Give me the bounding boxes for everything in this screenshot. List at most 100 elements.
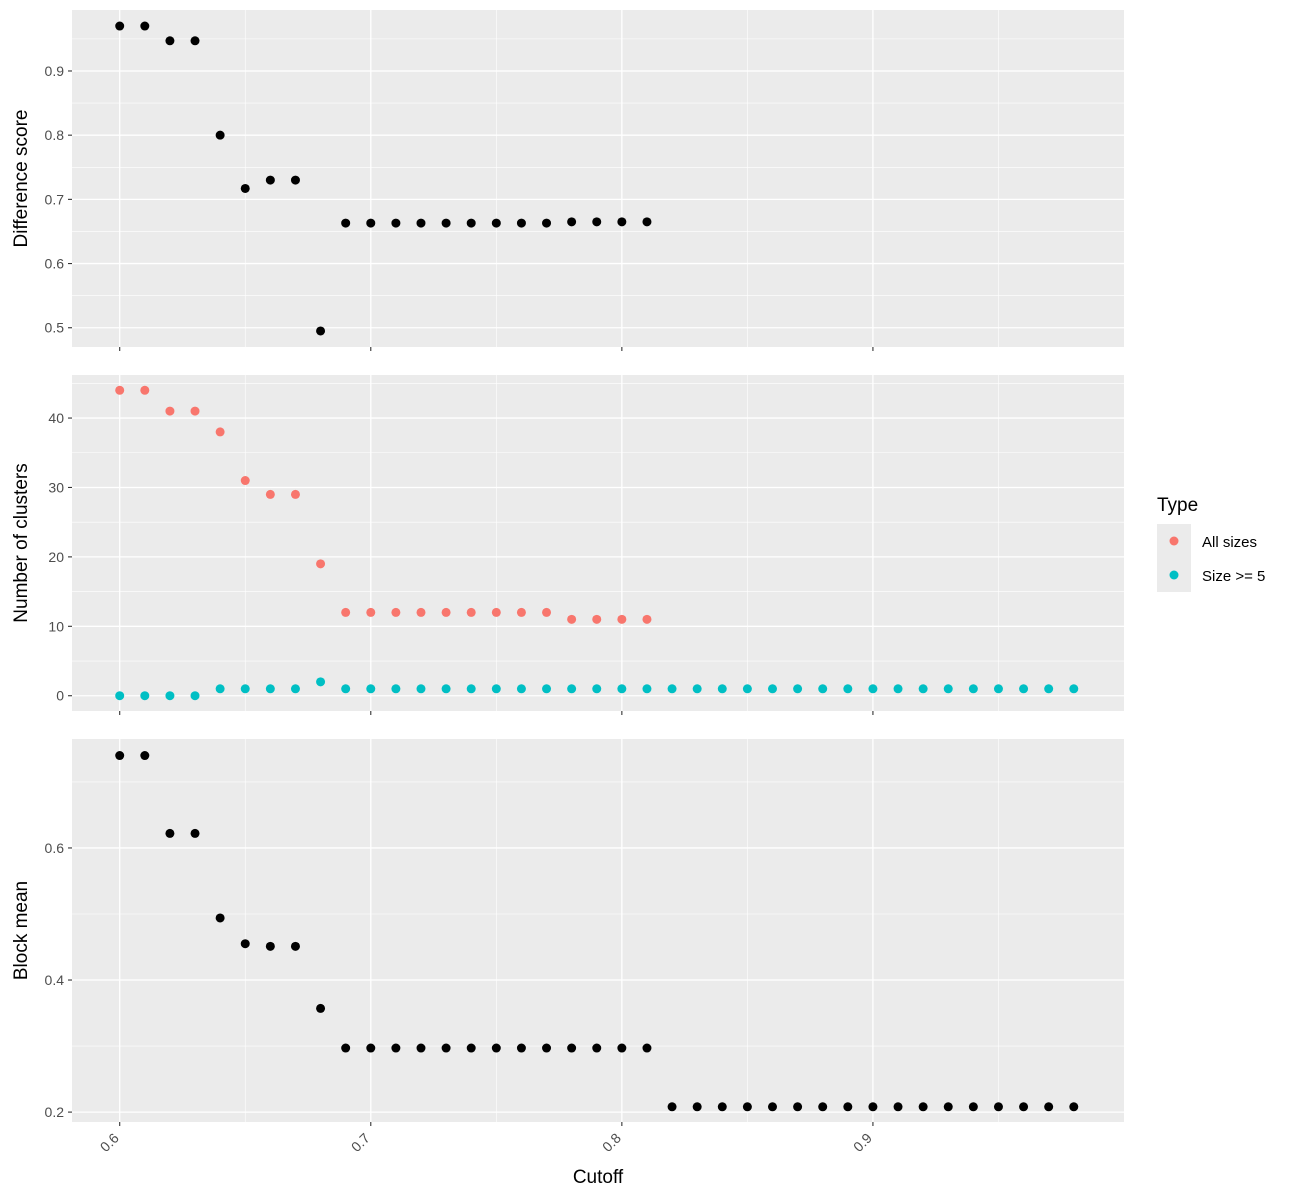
data-point [366, 1043, 376, 1053]
data-point [542, 684, 552, 694]
panels: 0.5 0.6 0.7 0.8 0.9 Difference score 0 10 20 30 40… [11, 10, 1124, 1155]
data-point [1044, 1102, 1054, 1112]
data-point [115, 21, 125, 31]
data-point [516, 1043, 526, 1053]
data-point [993, 684, 1003, 694]
data-point [466, 1043, 476, 1053]
data-point [516, 684, 526, 694]
data-point [341, 218, 351, 228]
legend-key-size-5 [1169, 570, 1179, 580]
data-point [717, 684, 727, 694]
data-point [265, 175, 275, 185]
data-point [240, 939, 250, 949]
data-point [240, 183, 250, 193]
data-point [818, 1102, 828, 1112]
data-point [667, 684, 677, 694]
data-point [818, 684, 828, 694]
data-point [165, 36, 175, 46]
data-point [341, 607, 351, 617]
panel-1: 0.5 0.6 0.7 0.8 0.9 Difference score [11, 10, 1124, 351]
data-point [391, 1043, 401, 1053]
data-point [416, 684, 426, 694]
data-point [692, 684, 702, 694]
data-point [366, 218, 376, 228]
x-axis-title: Cutoff [573, 1167, 624, 1188]
panel-3: 0.2 0.4 0.6 Block mean [11, 739, 1124, 1126]
x-tick-label: 0.9 [850, 1130, 875, 1155]
data-point [391, 218, 401, 228]
data-point [567, 217, 577, 227]
data-point [115, 385, 125, 395]
data-point [592, 614, 602, 624]
data-point [542, 218, 552, 228]
data-point [115, 691, 125, 701]
data-point [341, 1043, 351, 1053]
data-point [466, 684, 476, 694]
y-tick-label: 0.2 [45, 1104, 65, 1120]
y-tick-label: 20 [48, 549, 64, 565]
data-point [140, 21, 150, 31]
data-point [843, 1102, 853, 1112]
data-point [617, 1043, 627, 1053]
data-point [416, 1043, 426, 1053]
y-axis-title: Difference score [11, 110, 32, 248]
data-point [491, 684, 501, 694]
data-point [767, 1102, 777, 1112]
data-point [466, 607, 476, 617]
panel-background [72, 375, 1124, 711]
data-point [215, 427, 225, 437]
data-point [441, 684, 451, 694]
data-point [893, 1102, 903, 1112]
y-tick-label: 0.6 [45, 256, 65, 272]
data-point [316, 326, 326, 336]
legend-label-size-5: Size >= 5 [1202, 568, 1265, 585]
data-point [742, 1102, 752, 1112]
data-point [567, 1043, 577, 1053]
data-point [140, 751, 150, 761]
x-tick-label: 0.7 [348, 1130, 373, 1155]
data-point [642, 684, 652, 694]
data-point [215, 684, 225, 694]
data-point [943, 1102, 953, 1112]
data-point [1019, 684, 1029, 694]
data-point [1019, 1102, 1029, 1112]
data-point [617, 684, 627, 694]
y-tick-label: 40 [48, 410, 64, 426]
data-point [190, 36, 200, 46]
data-point [190, 691, 200, 701]
data-point [265, 489, 275, 499]
data-point [290, 941, 300, 951]
data-point [1069, 684, 1079, 694]
data-point [943, 684, 953, 694]
data-point [491, 607, 501, 617]
data-point [692, 1102, 702, 1112]
legend-label-all-sizes: All sizes [1202, 534, 1257, 551]
y-axis-title: Number of clusters [11, 463, 32, 622]
data-point [542, 607, 552, 617]
data-point [642, 614, 652, 624]
data-point [868, 1102, 878, 1112]
data-point [617, 217, 627, 227]
data-point [868, 684, 878, 694]
x-tick-label: 0.8 [599, 1130, 624, 1155]
data-point [165, 828, 175, 838]
data-point [441, 218, 451, 228]
y-tick-label: 30 [48, 479, 64, 495]
data-point [290, 684, 300, 694]
y-tick-label: 0 [56, 688, 64, 704]
data-point [115, 751, 125, 761]
data-point [793, 1102, 803, 1112]
data-point [1069, 1102, 1079, 1112]
data-point [567, 684, 577, 694]
data-point [391, 607, 401, 617]
data-point [416, 218, 426, 228]
data-point [190, 828, 200, 838]
data-point [968, 1102, 978, 1112]
data-point [642, 217, 652, 227]
data-point [893, 684, 903, 694]
data-point [265, 941, 275, 951]
data-point [416, 607, 426, 617]
legend-title: Type [1157, 495, 1198, 516]
data-point [466, 218, 476, 228]
x-tick-label: 0.6 [97, 1130, 122, 1155]
